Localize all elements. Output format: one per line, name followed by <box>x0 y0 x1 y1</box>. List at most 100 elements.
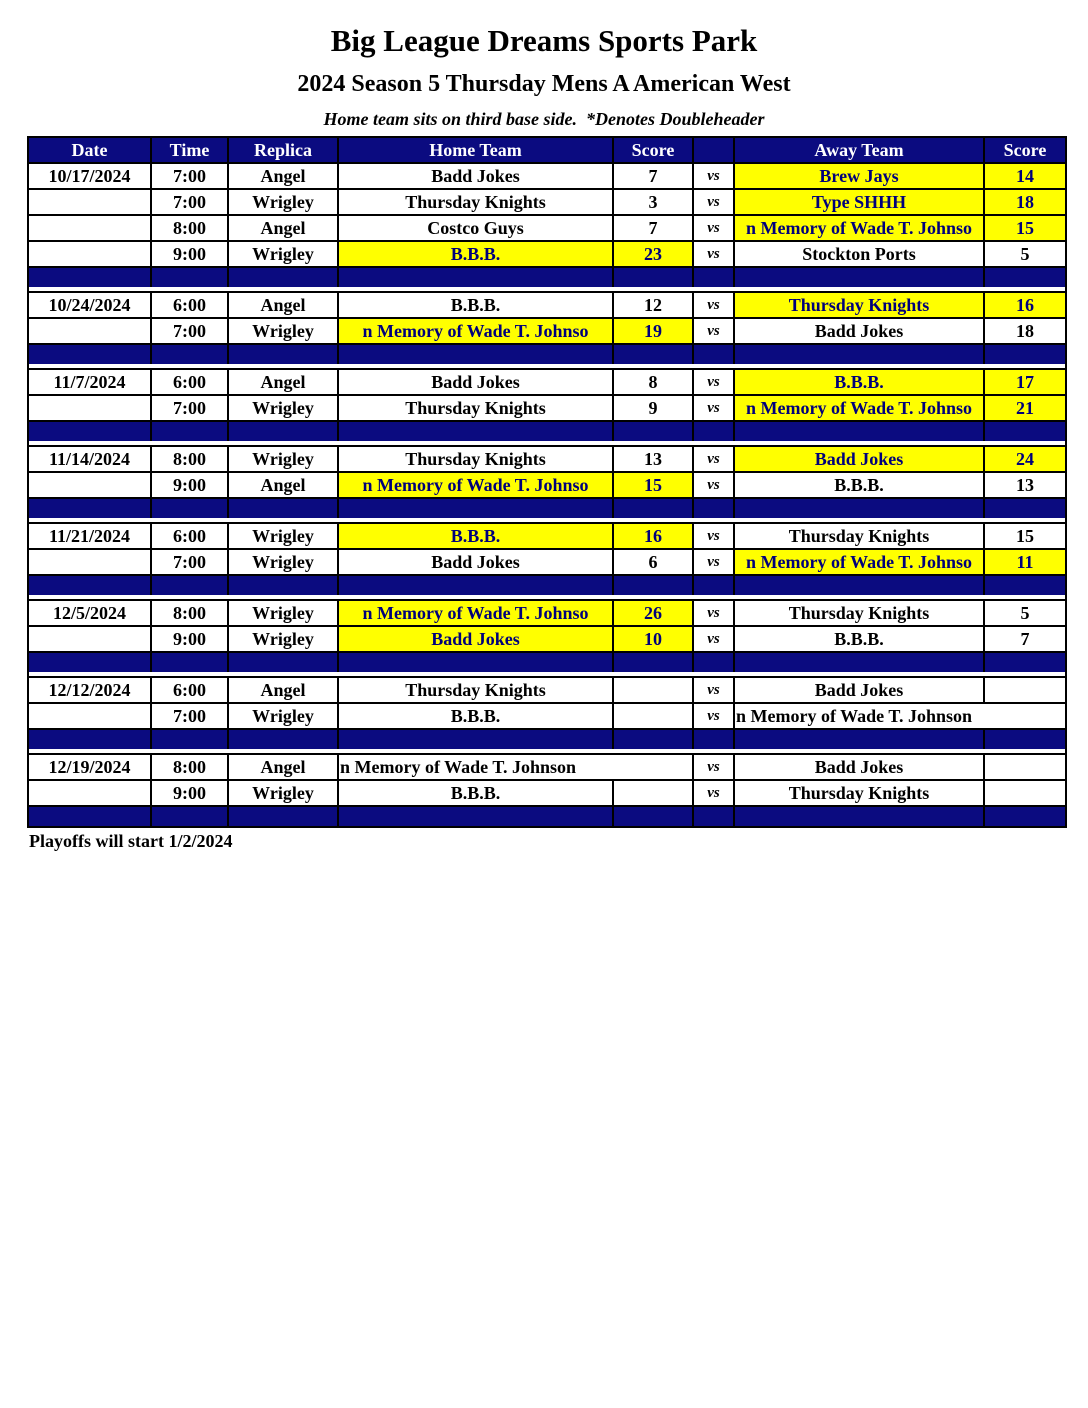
game-row: 9:00 Angel n Memory of Wade T. Johnso 15 vs B… <box>29 473 1065 499</box>
cell-away-team: n Memory of Wade T. Johnso <box>735 216 985 240</box>
block-gap <box>29 518 1065 524</box>
cell-time: 9:00 <box>152 627 229 651</box>
game-row: 11/14/2024 8:00 Wrigley Thursday Knights 13 v… <box>29 447 1065 473</box>
separator-cell <box>735 807 985 826</box>
cell-replica: Wrigley <box>229 447 339 471</box>
separator-row <box>29 345 1065 364</box>
cell-away-team: B.B.B. <box>735 627 985 651</box>
playoffs-note: Playoffs will start 1/2/2024 <box>29 831 233 851</box>
cell-time: 6:00 <box>152 293 229 317</box>
separator-cell <box>694 268 735 287</box>
separator-cell <box>614 576 694 595</box>
cell-date <box>29 242 152 266</box>
cell-date: 12/12/2024 <box>29 678 152 702</box>
cell-home-team: Badd Jokes <box>339 550 614 574</box>
cell-away-score: 18 <box>985 190 1065 214</box>
separator-cell <box>152 499 229 518</box>
cell-vs: vs <box>694 678 735 702</box>
cell-replica: Wrigley <box>229 781 339 805</box>
cell-time: 9:00 <box>152 473 229 497</box>
cell-date: 11/14/2024 <box>29 447 152 471</box>
cell-home-score: 13 <box>614 447 694 471</box>
block-gap <box>29 749 1065 755</box>
cell-home-team: n Memory of Wade T. Johnso <box>339 319 614 343</box>
cell-replica: Angel <box>229 473 339 497</box>
separator-cell <box>735 345 985 364</box>
cell-vs: vs <box>694 550 735 574</box>
separator-cell <box>152 730 229 749</box>
cell-date <box>29 190 152 214</box>
schedule-note: Home team sits on third base side. *Deno… <box>323 109 765 129</box>
cell-time: 6:00 <box>152 524 229 548</box>
cell-away-team: B.B.B. <box>735 370 985 394</box>
separator-cell <box>152 422 229 441</box>
separator-cell <box>29 576 152 595</box>
cell-time: 8:00 <box>152 447 229 471</box>
cell-home-team: Badd Jokes <box>339 627 614 651</box>
cell-time: 6:00 <box>152 370 229 394</box>
cell-away-team: Badd Jokes <box>735 447 985 471</box>
table-body: 10/17/2024 7:00 Angel Badd Jokes 7 vs Brew Jay… <box>29 164 1065 826</box>
header-cell-home-score: Score <box>614 138 694 162</box>
cell-time: 8:00 <box>152 755 229 779</box>
cell-date: 11/7/2024 <box>29 370 152 394</box>
separator-cell <box>339 807 614 826</box>
cell-away-score: 5 <box>985 242 1065 266</box>
separator-cell <box>339 499 614 518</box>
game-row: 10/24/2024 6:00 Angel B.B.B. 12 vs Thursday Kn… <box>29 293 1065 319</box>
header-cell-replica: Replica <box>229 138 339 162</box>
cell-time: 7:00 <box>152 164 229 188</box>
separator-row <box>29 268 1065 287</box>
cell-away-score: 13 <box>985 473 1065 497</box>
cell-date <box>29 319 152 343</box>
separator-cell <box>985 807 1065 826</box>
separator-cell <box>152 576 229 595</box>
cell-home-score: 7 <box>614 164 694 188</box>
separator-cell <box>229 345 339 364</box>
cell-replica: Wrigley <box>229 190 339 214</box>
separator-cell <box>229 576 339 595</box>
separator-cell <box>694 807 735 826</box>
cell-date <box>29 473 152 497</box>
cell-replica: Wrigley <box>229 550 339 574</box>
cell-date <box>29 216 152 240</box>
separator-cell <box>614 499 694 518</box>
separator-cell <box>339 730 614 749</box>
cell-away-score: 7 <box>985 627 1065 651</box>
cell-home-team: Thursday Knights <box>339 190 614 214</box>
cell-away-team: Thursday Knights <box>735 293 985 317</box>
separator-cell <box>985 499 1065 518</box>
separator-cell <box>339 576 614 595</box>
cell-vs: vs <box>694 242 735 266</box>
cell-vs: vs <box>694 216 735 240</box>
cell-away-score: 17 <box>985 370 1065 394</box>
cell-replica: Angel <box>229 755 339 779</box>
cell-home-team: n Memory of Wade T. Johnso <box>339 473 614 497</box>
separator-cell <box>339 345 614 364</box>
header-cell-away-score: Score <box>985 138 1065 162</box>
separator-cell <box>985 422 1065 441</box>
game-row: 7:00 Wrigley n Memory of Wade T. Johnso 19 v… <box>29 319 1065 345</box>
separator-cell <box>614 730 694 749</box>
cell-home-team: Costco Guys <box>339 216 614 240</box>
game-row: 8:00 Angel Costco Guys 7 vs n Memory of Wade … <box>29 216 1065 242</box>
cell-away-team: B.B.B. <box>735 473 985 497</box>
cell-away-team: Thursday Knights <box>735 524 985 548</box>
cell-away-score: 21 <box>985 396 1065 420</box>
cell-away-score <box>985 678 1065 702</box>
cell-away-score: 24 <box>985 447 1065 471</box>
cell-vs: vs <box>694 524 735 548</box>
cell-vs: vs <box>694 190 735 214</box>
cell-time: 7:00 <box>152 190 229 214</box>
cell-vs: vs <box>694 370 735 394</box>
separator-cell <box>735 730 985 749</box>
separator-cell <box>614 807 694 826</box>
block-gap <box>29 441 1065 447</box>
page-title: Big League Dreams Sports Park <box>330 23 758 58</box>
game-row: 11/21/2024 6:00 Wrigley B.B.B. 16 vs Thursday … <box>29 524 1065 550</box>
cell-home-score: 26 <box>614 601 694 625</box>
cell-time: 8:00 <box>152 601 229 625</box>
separator-cell <box>614 653 694 672</box>
separator-cell <box>29 499 152 518</box>
cell-away-team: n Memory of Wade T. Johnso <box>735 396 985 420</box>
